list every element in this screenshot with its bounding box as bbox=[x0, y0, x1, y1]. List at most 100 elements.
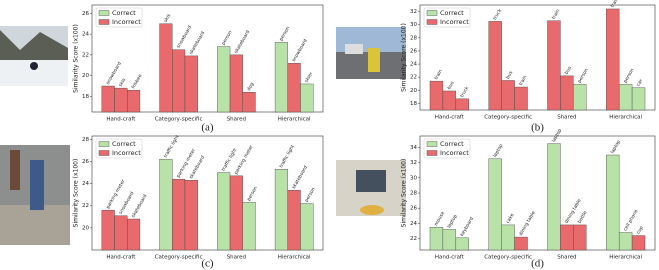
x-tick-label: Shared bbox=[227, 117, 246, 123]
bar bbox=[514, 86, 528, 111]
bar bbox=[455, 237, 469, 251]
bar bbox=[631, 87, 646, 111]
bar-label: train bbox=[433, 69, 444, 81]
x-tick-label: Category-specific bbox=[484, 255, 532, 261]
bar bbox=[573, 224, 587, 251]
photo-a bbox=[0, 26, 68, 86]
legend-swatch bbox=[426, 10, 438, 16]
y-tick-label: 28 bbox=[410, 35, 417, 41]
bar bbox=[300, 83, 314, 113]
bar bbox=[287, 190, 301, 251]
bar-label: traffic light bbox=[163, 134, 181, 159]
y-tick-label: 26 bbox=[82, 11, 89, 17]
y-tick-label: 18 bbox=[410, 101, 417, 107]
bar-label: truck bbox=[492, 8, 503, 22]
legend-swatch bbox=[426, 150, 438, 156]
bar bbox=[229, 175, 243, 251]
y-tick-label: 22 bbox=[410, 75, 417, 81]
y-tick-label: 20 bbox=[82, 73, 89, 79]
bar bbox=[442, 90, 457, 111]
y-tick-label: 20 bbox=[410, 88, 417, 94]
bar bbox=[274, 169, 288, 251]
bar bbox=[242, 202, 256, 251]
bar bbox=[442, 229, 457, 251]
bar bbox=[560, 75, 574, 111]
bar-label: cup bbox=[636, 226, 645, 236]
bar bbox=[101, 209, 115, 251]
y-tick-label: 26 bbox=[410, 48, 417, 54]
bar-label: bottle bbox=[577, 210, 589, 225]
bar bbox=[114, 215, 128, 251]
y-tick-label: 32 bbox=[410, 160, 417, 166]
x-tick-label: Shared bbox=[557, 115, 576, 121]
bar-label: mouse bbox=[434, 211, 446, 227]
bar-label: person bbox=[221, 30, 234, 47]
bar bbox=[242, 92, 256, 113]
x-tick-label: Hierarchical bbox=[609, 255, 642, 261]
legend-label: Incorrect bbox=[440, 149, 469, 157]
bar bbox=[488, 158, 502, 251]
bar-label: person bbox=[304, 187, 317, 204]
bar bbox=[618, 84, 633, 111]
bar bbox=[300, 203, 314, 251]
photo-d bbox=[336, 160, 406, 216]
bar bbox=[217, 46, 231, 113]
bar-label: truck bbox=[459, 85, 470, 99]
bar-label: person bbox=[246, 185, 259, 202]
bar-label: cake bbox=[505, 212, 516, 224]
y-tick-label: 28 bbox=[410, 191, 417, 197]
bar-label: skier bbox=[304, 71, 315, 84]
bar bbox=[631, 235, 646, 251]
bar bbox=[172, 178, 186, 251]
x-tick-label: Hand-craft bbox=[106, 117, 136, 123]
bar bbox=[217, 172, 231, 251]
bar bbox=[560, 224, 574, 251]
legend-label: Correct bbox=[112, 9, 136, 17]
bar-label: dog bbox=[246, 81, 256, 92]
bar bbox=[573, 84, 587, 111]
y-axis-label: Similarity Score (x100) bbox=[73, 24, 80, 93]
bar-label: skateboard bbox=[291, 165, 309, 190]
y-tick-label: 24 bbox=[82, 181, 89, 187]
bar bbox=[127, 89, 141, 113]
bar bbox=[229, 54, 243, 113]
legend-label: Incorrect bbox=[112, 149, 141, 157]
bar-label: laptop bbox=[492, 143, 505, 159]
bar-label: car bbox=[635, 78, 644, 87]
bar-label: skateboard bbox=[188, 30, 206, 55]
legend-swatch bbox=[426, 19, 438, 25]
legend-swatch bbox=[426, 141, 438, 147]
x-tick-label: Hand-craft bbox=[106, 255, 136, 261]
y-tick-label: 22 bbox=[82, 52, 89, 58]
bar bbox=[455, 98, 469, 111]
legend-label: Incorrect bbox=[440, 18, 469, 26]
bar-label: laptop bbox=[446, 214, 459, 230]
y-tick-label: 26 bbox=[410, 206, 417, 212]
legend-swatch bbox=[98, 10, 110, 16]
bar bbox=[429, 80, 444, 111]
bar bbox=[184, 55, 198, 113]
bar bbox=[159, 23, 173, 113]
bar-label: train bbox=[518, 74, 529, 86]
x-tick-label: Hierarchical bbox=[278, 255, 311, 261]
bar bbox=[514, 236, 528, 251]
y-tick-label: 24 bbox=[82, 32, 89, 38]
bar-label: laptop bbox=[610, 139, 623, 155]
bar-label: person bbox=[577, 67, 590, 84]
x-tick-label: Shared bbox=[227, 255, 246, 261]
bar bbox=[618, 232, 633, 251]
caption: (b) bbox=[531, 122, 544, 134]
x-tick-label: Shared bbox=[557, 255, 576, 261]
bar-label: dining table bbox=[518, 210, 537, 237]
bar bbox=[127, 218, 141, 251]
bar-label: laptop bbox=[551, 128, 564, 144]
legend-label: Incorrect bbox=[112, 18, 141, 26]
legend-swatch bbox=[98, 19, 110, 25]
x-tick-label: Hierarchical bbox=[278, 117, 311, 123]
bar bbox=[172, 49, 186, 113]
x-tick-label: Category-specific bbox=[484, 115, 532, 121]
bar-label: bus bbox=[446, 80, 456, 91]
bar bbox=[547, 143, 561, 251]
y-tick-label: 30 bbox=[410, 22, 417, 28]
